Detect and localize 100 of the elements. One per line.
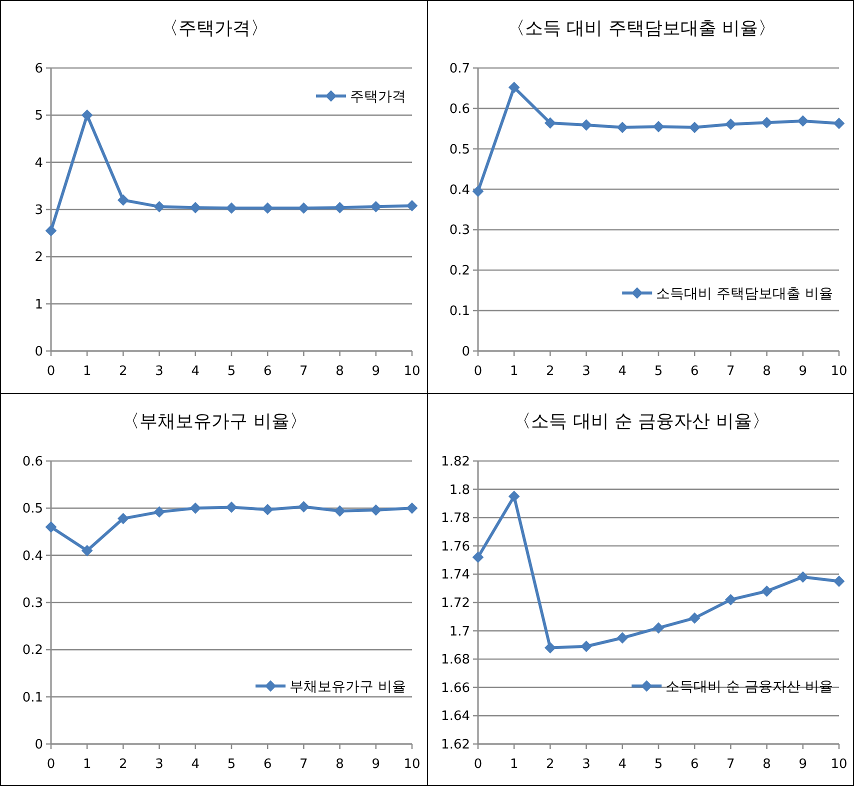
point — [616, 632, 628, 644]
point — [834, 118, 844, 129]
y-tick-label: 1.64 — [441, 709, 470, 724]
y-tick-label: 0.5 — [22, 502, 43, 517]
y-tick-label: 1.62 — [441, 738, 470, 752]
point — [118, 513, 129, 524]
point — [298, 202, 310, 214]
point — [797, 115, 808, 126]
x-tick-label: 1 — [510, 364, 518, 379]
point — [689, 612, 700, 624]
x-tick-label: 9 — [798, 757, 808, 772]
x-tick-label: 3 — [155, 364, 164, 379]
x-tick-label: 7 — [726, 364, 735, 379]
point — [544, 117, 556, 128]
x-tick-label: 2 — [546, 364, 554, 379]
x-tick-label: 5 — [654, 757, 663, 772]
x-tick-label: 2 — [119, 364, 128, 379]
point — [118, 194, 129, 206]
y-tick-label: 1.82 — [441, 454, 470, 470]
legend-label: 소득대비 순 금융자산 비율 — [666, 679, 833, 695]
y-tick-label: 6 — [34, 62, 43, 76]
x-tick-label: 3 — [582, 757, 590, 772]
chart-title: 〈소득 대비 순 금융자산 비율〉 — [513, 411, 770, 432]
point — [370, 201, 382, 212]
point — [508, 82, 520, 93]
y-tick-label: 1.66 — [441, 680, 470, 696]
chart-title: 〈소득 대비 주택담보대출 비율〉 — [506, 18, 776, 39]
x-tick-label: 7 — [300, 757, 308, 772]
y-tick-label: 1.72 — [441, 596, 470, 611]
point — [226, 202, 237, 214]
point — [262, 504, 274, 516]
y-tick-label: 0.2 — [22, 643, 43, 658]
y-tick-label: 0 — [34, 344, 43, 360]
y-tick-label: 1 — [34, 297, 43, 312]
x-tick-label: 5 — [227, 364, 236, 379]
y-tick-label: 1.68 — [441, 652, 470, 668]
chart-title: 〈주택가격〉 — [160, 18, 268, 39]
point — [154, 506, 165, 518]
point — [406, 502, 418, 514]
x-tick-label: 4 — [191, 364, 200, 379]
point — [725, 118, 736, 130]
y-tick-label: 2 — [34, 250, 43, 266]
x-tick-label: 6 — [263, 757, 272, 772]
x-tick-label: 5 — [654, 364, 663, 379]
x-tick-label: 1 — [82, 364, 92, 379]
y-tick-label: 0.7 — [449, 62, 470, 76]
point — [370, 504, 382, 516]
y-tick-label: 3 — [34, 203, 43, 218]
x-tick-label: 10 — [404, 757, 420, 772]
y-tick-label: 1.76 — [441, 539, 470, 554]
point — [46, 522, 56, 533]
x-tick-label: 6 — [690, 757, 699, 772]
x-tick-label: 0 — [474, 757, 482, 772]
point — [334, 202, 346, 214]
y-tick-label: 0.3 — [22, 596, 43, 611]
x-tick-label: 4 — [618, 364, 627, 379]
x-tick-label: 9 — [372, 757, 380, 772]
point — [689, 122, 700, 133]
point — [834, 576, 844, 587]
point — [82, 110, 93, 121]
x-tick-label: 9 — [798, 364, 808, 379]
y-tick-label: 5 — [34, 108, 43, 124]
legend-label: 부채보유가구 비율 — [290, 679, 406, 695]
x-tick-label: 9 — [372, 364, 380, 379]
x-tick-label: 8 — [762, 364, 771, 379]
x-tick-label: 8 — [336, 364, 344, 379]
x-tick-label: 6 — [263, 364, 272, 379]
point — [190, 202, 201, 214]
x-tick-label: 1 — [82, 757, 92, 772]
point — [262, 202, 274, 214]
point — [334, 505, 346, 516]
point — [226, 502, 237, 513]
point — [190, 502, 201, 514]
y-tick-label: 1.74 — [441, 568, 470, 583]
point — [761, 586, 772, 597]
point — [298, 501, 310, 512]
y-tick-label: 1.78 — [441, 511, 470, 526]
x-tick-label: 10 — [830, 757, 848, 772]
x-tick-label: 2 — [119, 757, 128, 772]
y-tick-label: 0.5 — [449, 142, 470, 158]
y-tick-label: 0 — [462, 344, 470, 360]
y-tick-label: 0.3 — [449, 223, 470, 238]
point — [761, 117, 772, 128]
x-tick-label: 0 — [46, 757, 56, 772]
x-tick-label: 0 — [474, 364, 482, 379]
point — [653, 121, 664, 132]
x-tick-label: 3 — [582, 364, 590, 379]
point — [653, 622, 664, 634]
x-tick-label: 10 — [404, 364, 420, 379]
point — [580, 640, 592, 652]
x-tick-label: 8 — [336, 757, 344, 772]
x-tick-label: 7 — [300, 364, 308, 379]
x-tick-label: 5 — [227, 757, 236, 772]
y-tick-label: 0.4 — [22, 548, 43, 564]
point — [544, 642, 556, 654]
point — [725, 594, 736, 606]
x-tick-label: 8 — [762, 757, 771, 772]
x-tick-label: 0 — [46, 364, 56, 379]
point — [616, 122, 628, 133]
point — [797, 572, 808, 583]
